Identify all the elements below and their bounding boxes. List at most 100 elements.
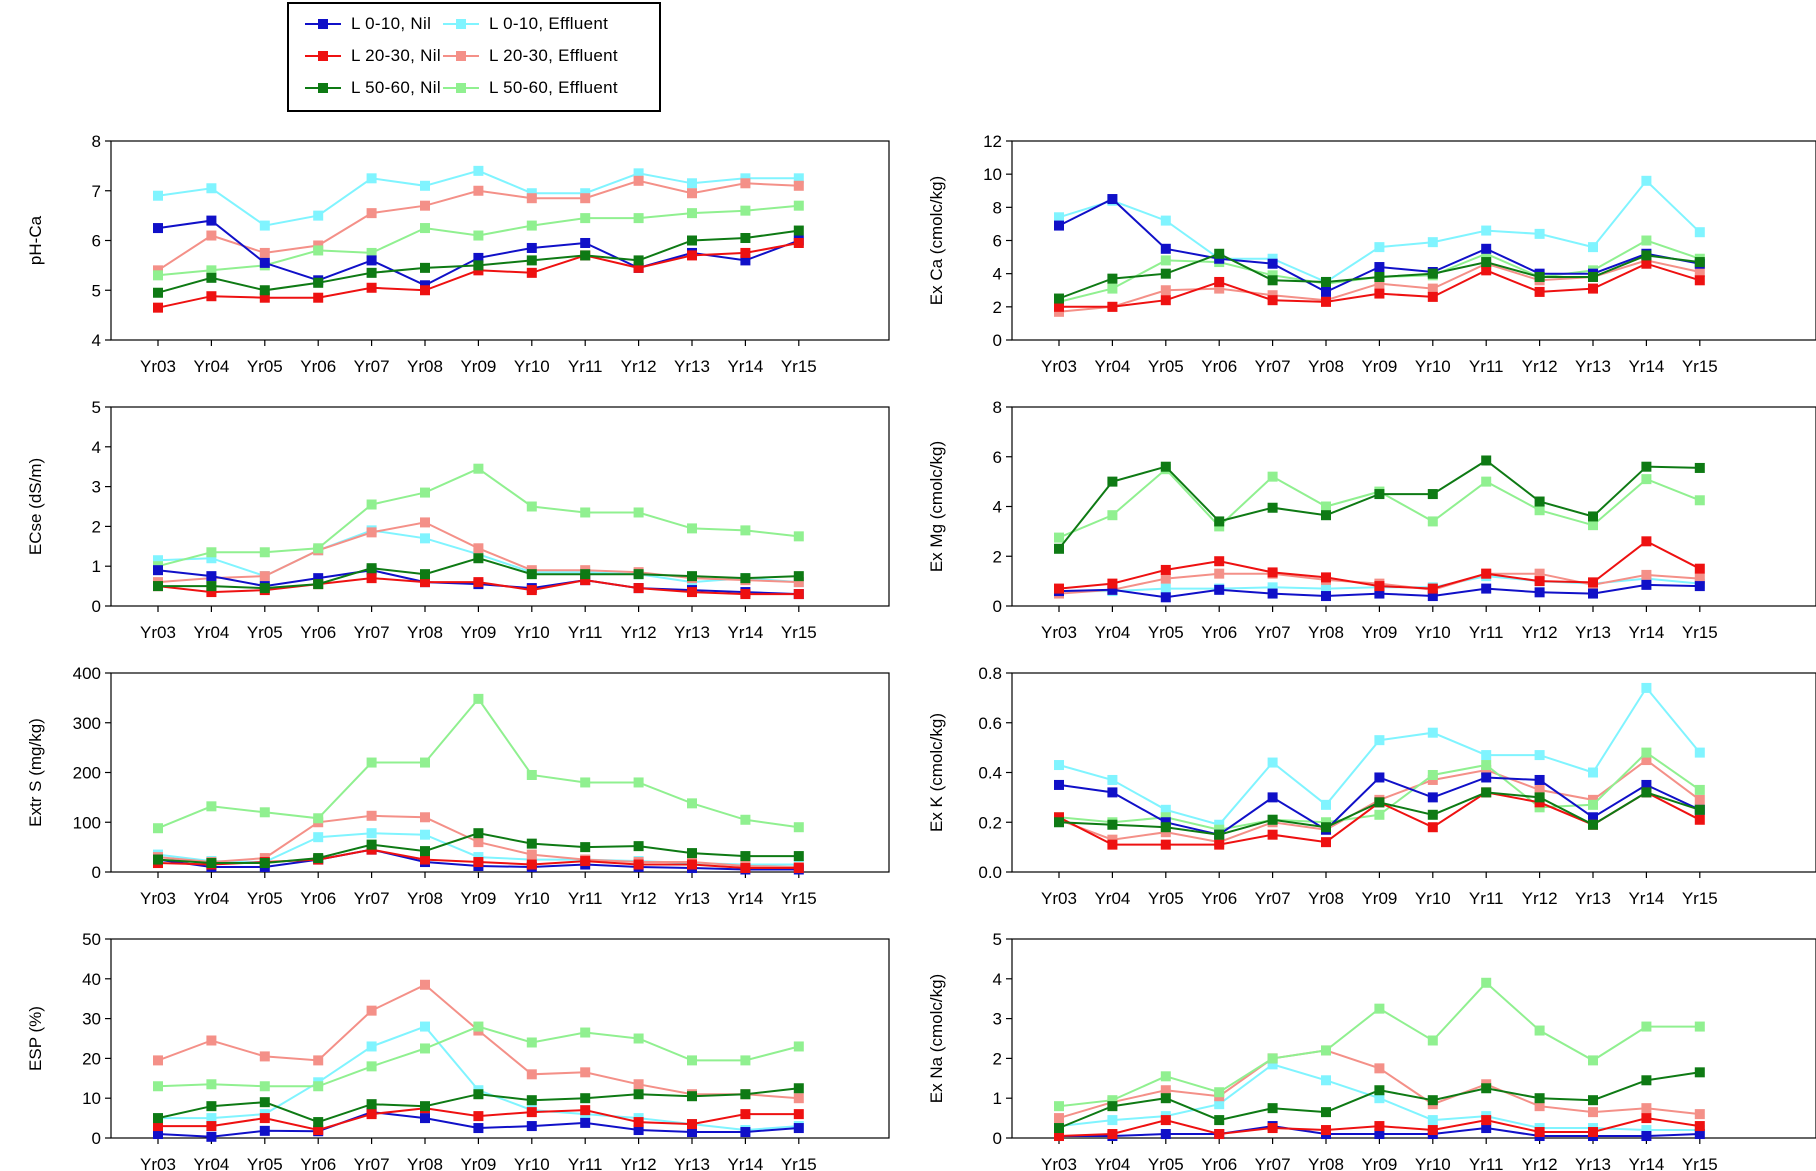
data-point <box>313 277 324 288</box>
data-point <box>1588 812 1598 823</box>
x-tick-label: Yr11 <box>568 1155 603 1171</box>
y-tick-label: 0 <box>92 863 101 882</box>
x-tick-label: Yr04 <box>1094 623 1130 642</box>
data-point <box>1107 301 1118 312</box>
data-point <box>1214 829 1225 840</box>
data-point <box>526 569 537 580</box>
legend-item-l20-30-nil: L 20-30, Nil <box>303 44 441 68</box>
data-point <box>1160 1093 1171 1104</box>
data-point <box>1694 1109 1705 1120</box>
data-point <box>793 180 804 191</box>
x-tick-label: Yr08 <box>1308 623 1344 642</box>
data-point <box>420 812 430 823</box>
data-point <box>1641 1125 1652 1136</box>
x-tick-label: Yr05 <box>247 357 283 376</box>
data-point <box>633 168 644 179</box>
x-tick-label: Yr07 <box>1255 1155 1291 1171</box>
data-point <box>473 230 484 241</box>
x-tick-label: Yr11 <box>1469 889 1504 908</box>
x-tick-label: Yr12 <box>621 1155 657 1171</box>
data-point <box>1374 262 1385 273</box>
data-point <box>1641 1131 1652 1142</box>
x-tick-label: Yr10 <box>514 623 550 642</box>
data-point <box>153 581 163 592</box>
x-tick-label: Yr15 <box>1682 1155 1718 1171</box>
data-point <box>687 1091 697 1102</box>
x-tick-label: Yr14 <box>727 357 763 376</box>
data-point <box>793 863 804 874</box>
data-point <box>1641 1075 1652 1086</box>
data-point <box>366 267 377 278</box>
x-tick-label: Yr10 <box>514 357 550 376</box>
data-point <box>1641 1113 1652 1124</box>
data-point <box>1427 1115 1438 1126</box>
data-point <box>420 979 430 990</box>
x-tick-label: Yr05 <box>247 889 283 908</box>
x-tick-label: Yr14 <box>1628 889 1664 908</box>
legend-marker-icon <box>305 19 341 29</box>
data-point <box>420 1113 430 1124</box>
data-point <box>366 573 377 584</box>
data-point <box>793 225 804 236</box>
x-tick-label: Yr09 <box>460 1155 496 1171</box>
data-point <box>1214 248 1225 259</box>
data-point <box>153 1055 163 1066</box>
data-point <box>1214 568 1225 579</box>
y-axis-label: Ex Mg (cmolc/kg) <box>927 441 946 572</box>
data-point <box>420 577 430 588</box>
data-point <box>473 1021 484 1032</box>
plot-frame <box>1011 672 1816 873</box>
y-tick-label: 0.8 <box>978 664 1002 683</box>
data-point <box>1054 532 1064 543</box>
data-point <box>526 1107 537 1118</box>
x-tick-label: Yr15 <box>1682 889 1718 908</box>
data-point <box>1374 489 1385 500</box>
data-point <box>1481 568 1492 579</box>
data-point <box>633 1079 644 1090</box>
data-point <box>580 1093 591 1104</box>
data-point <box>259 220 270 231</box>
series-l-50-60-effluent <box>1054 977 1705 1112</box>
series-line <box>157 1025 800 1088</box>
data-point <box>1374 278 1385 289</box>
y-tick-label: 3 <box>92 478 101 497</box>
x-tick-label: Yr09 <box>460 623 496 642</box>
data-point <box>793 531 804 542</box>
data-point <box>1107 774 1118 785</box>
data-point <box>1694 1067 1705 1078</box>
data-point <box>1534 1127 1545 1138</box>
data-point <box>1214 1099 1225 1110</box>
data-point <box>1694 227 1705 238</box>
data-point <box>580 777 591 788</box>
data-point <box>1321 799 1331 810</box>
x-tick-label: Yr06 <box>300 889 336 908</box>
legend-label: L 0-10, Effluent <box>489 14 609 33</box>
data-point <box>1588 242 1598 253</box>
data-point <box>1694 1021 1705 1032</box>
x-tick-label: Yr14 <box>727 623 763 642</box>
chart-esp: 0 10 20 30 40 50 Yr03 Yr04 Yr05 Yr06 Yr07 Yr08 Yr09 Y… <box>26 930 890 1171</box>
data-point <box>687 1119 697 1130</box>
data-point <box>153 1081 163 1092</box>
data-point <box>420 223 430 234</box>
y-tick-label: 6 <box>92 232 101 251</box>
data-point <box>366 1099 377 1110</box>
data-point <box>420 757 430 768</box>
data-point <box>526 838 537 849</box>
data-point <box>526 769 537 780</box>
data-point <box>687 235 697 246</box>
data-point <box>1427 769 1438 780</box>
data-point <box>633 569 644 580</box>
y-tick-label: 4 <box>92 438 101 457</box>
data-point <box>473 553 484 564</box>
series-l-50-60-nil <box>153 1083 804 1128</box>
x-tick-label: Yr13 <box>674 1155 710 1171</box>
data-point <box>1160 285 1171 296</box>
data-point <box>1214 556 1225 567</box>
data-point <box>1267 814 1278 825</box>
x-tick-label: Yr03 <box>1041 1155 1077 1171</box>
data-point <box>259 257 270 268</box>
x-tick-label: Yr14 <box>727 1155 763 1171</box>
y-tick-label: 2 <box>993 1049 1002 1068</box>
data-point <box>793 1093 804 1104</box>
